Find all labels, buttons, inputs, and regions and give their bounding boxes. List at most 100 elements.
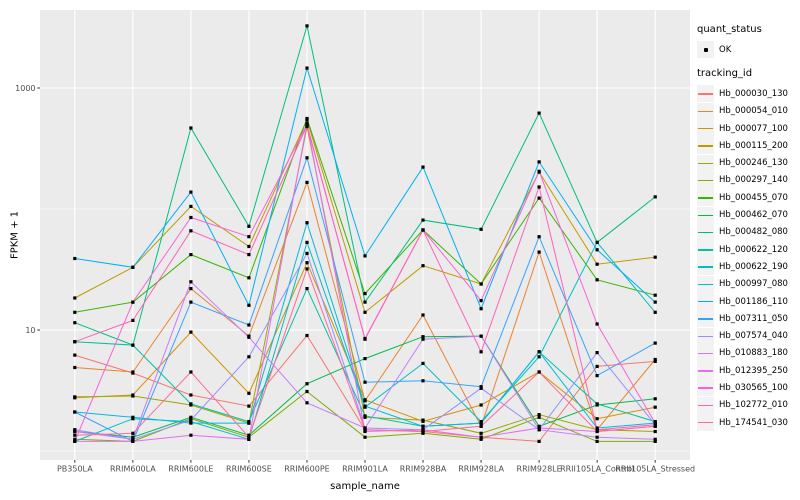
data-point xyxy=(363,404,367,408)
legend-item-Hb_000482_080: Hb_000482_080 xyxy=(697,223,797,241)
data-point xyxy=(421,424,425,428)
data-point xyxy=(421,335,425,339)
data-point xyxy=(479,421,483,425)
data-point xyxy=(595,417,599,421)
data-point xyxy=(537,160,541,164)
data-point xyxy=(595,248,599,252)
legend-item-Hb_000462_070: Hb_000462_070 xyxy=(697,206,797,224)
data-point xyxy=(537,250,541,254)
data-point xyxy=(247,303,251,307)
data-point xyxy=(537,235,541,239)
data-point xyxy=(305,389,309,394)
data-point xyxy=(537,355,541,359)
data-point xyxy=(363,254,367,258)
data-point xyxy=(653,439,657,443)
data-point xyxy=(363,429,367,434)
data-point xyxy=(189,287,193,291)
data-point xyxy=(189,215,193,220)
data-point xyxy=(363,357,367,361)
x-tick-label: RRIM600LE xyxy=(168,465,213,474)
data-point xyxy=(363,435,367,439)
legend-item-label: Hb_000054_010 xyxy=(719,106,788,117)
data-point xyxy=(247,435,251,439)
data-point xyxy=(537,413,541,417)
data-point xyxy=(363,310,367,314)
data-point xyxy=(73,410,77,414)
data-point xyxy=(131,318,135,322)
data-point xyxy=(653,255,657,259)
data-point xyxy=(421,361,425,365)
legend-item-ok: OK xyxy=(697,41,797,59)
data-point xyxy=(247,224,251,228)
data-point xyxy=(653,359,657,363)
data-point xyxy=(189,253,193,257)
legend-item-Hb_007574_040: Hb_007574_040 xyxy=(697,327,797,345)
data-point xyxy=(189,421,193,425)
data-point xyxy=(421,337,425,341)
legend-item-label: Hb_007574_040 xyxy=(719,331,788,342)
legend-item-label: Hb_000482_080 xyxy=(719,227,788,238)
data-point xyxy=(73,296,77,300)
data-point xyxy=(131,439,135,443)
legend-item-label: Hb_001186_110 xyxy=(719,296,788,307)
series-points-Hb_001186_110 xyxy=(73,66,657,311)
data-point xyxy=(653,429,657,434)
data-point xyxy=(595,428,599,432)
data-point xyxy=(73,439,77,443)
data-point xyxy=(653,405,657,409)
legend-item-label: Hb_000246_130 xyxy=(719,158,788,169)
tracking-id-legend-list: Hb_000030_130 Hb_000054_010 Hb_000077_100 H… xyxy=(697,85,797,432)
line-swatch-icon xyxy=(697,137,714,155)
legend: quant_status OK tracking_id Hb_000030_13… xyxy=(697,24,797,432)
data-point xyxy=(421,431,425,435)
legend-item-Hb_000997_080: Hb_000997_080 xyxy=(697,275,797,293)
data-point xyxy=(479,307,483,311)
data-point xyxy=(479,386,483,390)
data-point xyxy=(247,235,251,239)
data-point xyxy=(305,156,309,160)
line-swatch-icon xyxy=(697,171,714,189)
data-point xyxy=(189,204,193,208)
legend-title-quant-status: quant_status xyxy=(697,24,762,35)
legend-item-label: Hb_000297_140 xyxy=(719,175,788,186)
data-point xyxy=(131,435,135,439)
data-point xyxy=(305,382,309,386)
legend-title-tracking-id: tracking_id xyxy=(697,68,753,80)
data-point xyxy=(363,380,367,384)
data-point xyxy=(131,265,135,269)
line-swatch-icon xyxy=(697,223,714,241)
data-point xyxy=(363,426,367,430)
data-point xyxy=(73,437,77,441)
data-point xyxy=(363,336,367,341)
data-point xyxy=(305,267,309,271)
legend-item-Hb_000115_200: Hb_000115_200 xyxy=(697,137,797,155)
line-swatch-icon xyxy=(697,206,714,224)
x-tick-label: RRIM928LE xyxy=(517,465,562,474)
data-point xyxy=(73,310,77,314)
legend-item-label: Hb_000077_100 xyxy=(719,123,788,134)
data-point xyxy=(305,123,309,128)
data-point xyxy=(363,428,367,432)
data-point xyxy=(537,169,541,173)
legend-item-label: Hb_000622_190 xyxy=(719,261,788,272)
line-swatch-icon xyxy=(697,120,714,138)
data-point xyxy=(189,402,193,406)
data-point xyxy=(73,429,77,434)
data-point xyxy=(131,300,135,304)
legend-item-label: Hb_174541_030 xyxy=(719,417,788,428)
legend-item-Hb_102772_010: Hb_102772_010 xyxy=(697,396,797,414)
data-point xyxy=(595,435,599,439)
data-point xyxy=(189,418,193,422)
data-point xyxy=(73,395,77,399)
data-point xyxy=(421,264,425,268)
series-points-Hb_010883_180 xyxy=(73,280,657,441)
data-point xyxy=(595,402,599,406)
data-point xyxy=(131,437,135,441)
data-point xyxy=(595,262,599,266)
data-point xyxy=(189,433,193,437)
data-point xyxy=(131,370,135,374)
line-swatch-icon xyxy=(697,344,714,362)
data-point xyxy=(305,221,309,225)
legend-item-label: Hb_007311_050 xyxy=(719,313,788,324)
